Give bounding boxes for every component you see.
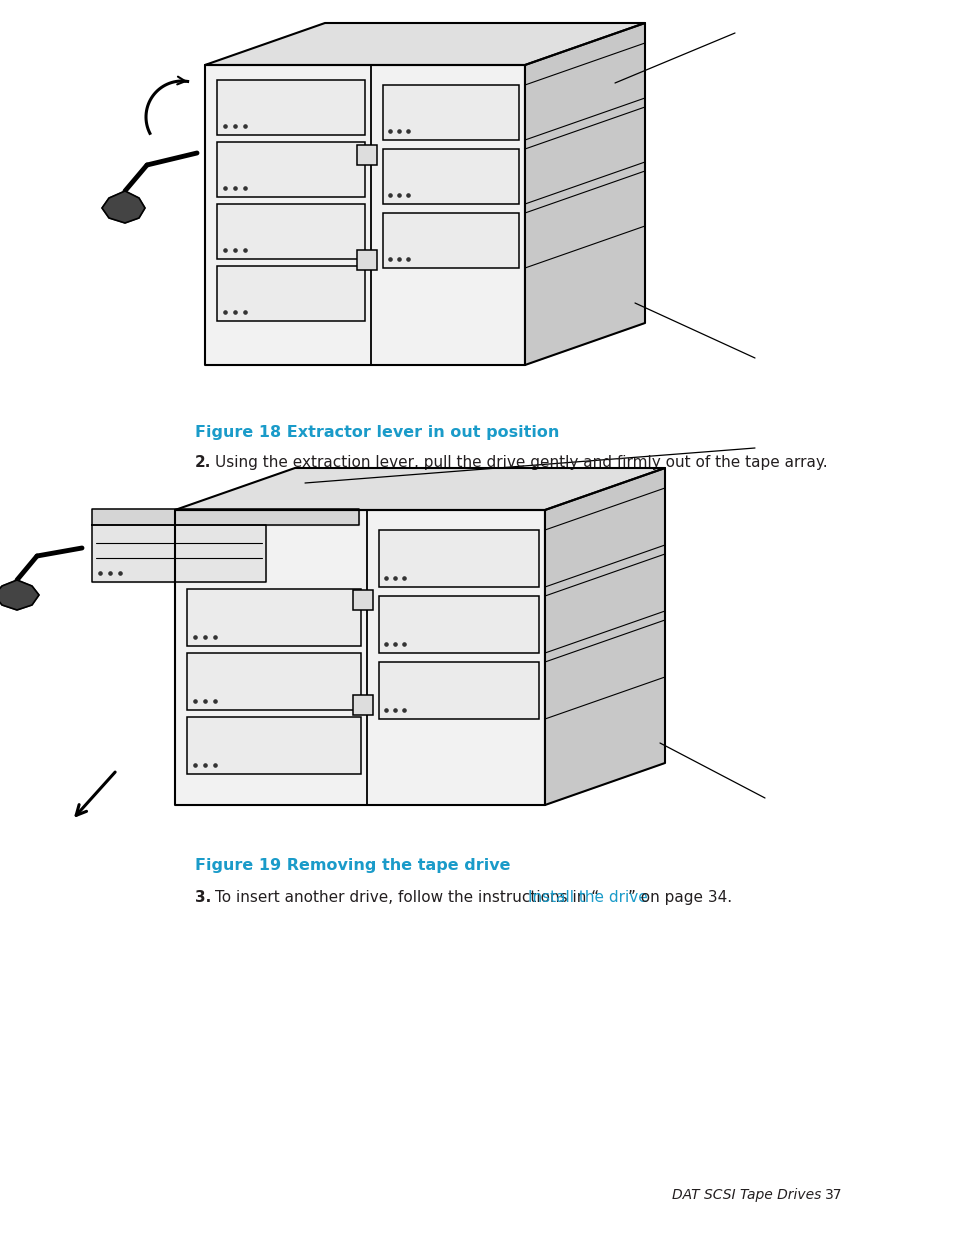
Bar [187,653,360,710]
Polygon shape [91,509,358,525]
Bar [378,597,538,653]
Text: 3.: 3. [194,890,211,905]
Bar [187,589,360,646]
Bar [216,204,365,259]
Text: Figure 19 Removing the tape drive: Figure 19 Removing the tape drive [194,858,510,873]
Text: To insert another drive, follow the instructions in “: To insert another drive, follow the inst… [214,890,598,905]
Bar [378,662,538,719]
Text: Using the extraction lever, pull the drive gently and firmly out of the tape arr: Using the extraction lever, pull the dri… [214,454,827,471]
Bar [378,530,538,587]
Polygon shape [0,580,39,610]
Bar [353,695,373,715]
Polygon shape [205,65,524,366]
Text: DAT SCSI Tape Drives: DAT SCSI Tape Drives [671,1188,821,1202]
Bar [216,266,365,321]
Polygon shape [174,510,544,805]
Bar [382,212,518,268]
Bar [216,142,365,198]
Bar [356,249,376,270]
Bar [216,80,365,135]
Bar [356,144,376,165]
Polygon shape [91,525,266,582]
Polygon shape [174,468,664,510]
Text: ” on page 34.: ” on page 34. [627,890,731,905]
Text: Figure 18 Extractor lever in out position: Figure 18 Extractor lever in out positio… [194,425,558,440]
Bar [382,85,518,140]
Bar [382,149,518,204]
Polygon shape [524,23,644,366]
Text: 37: 37 [824,1188,841,1202]
Bar [187,718,360,774]
Polygon shape [205,23,644,65]
Polygon shape [544,468,664,805]
Bar [353,590,373,610]
Text: Install the drive: Install the drive [527,890,647,905]
Text: 2.: 2. [194,454,212,471]
Polygon shape [102,191,145,224]
